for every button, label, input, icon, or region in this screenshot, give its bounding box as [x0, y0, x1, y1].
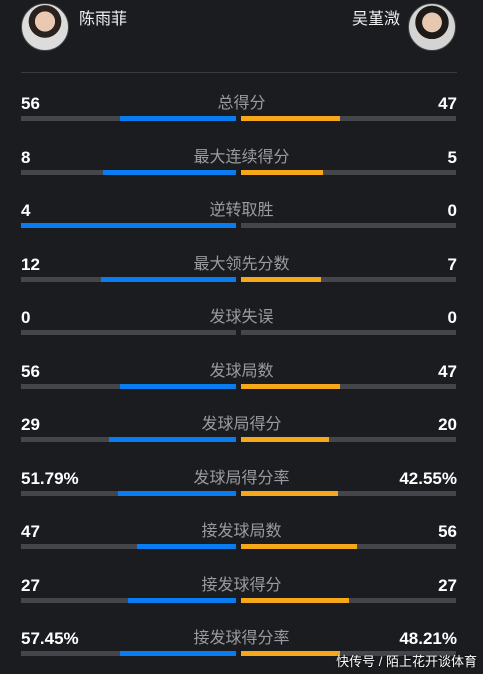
player-right-avatar[interactable]	[408, 3, 456, 51]
stat-left-value: 8	[21, 147, 31, 167]
stat-row: 接发球得分率 57.45% 48.21%	[0, 629, 483, 669]
stat-left-value: 0	[21, 308, 31, 327]
stat-left-bar-fill	[118, 490, 236, 496]
stat-left-bar	[21, 223, 236, 228]
stat-left-bar-fill	[103, 169, 236, 175]
stat-right-bar	[241, 544, 456, 549]
stat-label: 最大连续得分	[193, 148, 290, 166]
stat-left-value: 27	[21, 575, 40, 595]
stat-right-bar	[241, 223, 456, 228]
stat-label: 发球局数	[209, 362, 274, 380]
stat-label: 发球局得分	[201, 416, 282, 433]
stat-label: 发球失误	[209, 309, 274, 326]
stat-right-bar	[241, 490, 456, 496]
stat-left-bar	[21, 330, 236, 335]
stat-right-bar	[241, 330, 456, 335]
stat-label: 发球局得分率	[193, 469, 290, 487]
stat-row: 发球局数 56 47	[0, 362, 483, 402]
stat-left-bar-fill	[137, 544, 236, 549]
stat-left-bar	[21, 490, 236, 496]
stat-right-value: 0	[447, 308, 457, 327]
stat-right-value: 7	[447, 254, 457, 274]
stat-right-bar-fill	[241, 383, 340, 389]
stat-left-bar-fill	[120, 383, 236, 389]
stat-right-bar-fill	[241, 169, 323, 175]
stat-right-value: 48.21%	[399, 629, 457, 648]
stat-left-bar-fill	[120, 116, 236, 121]
stat-left-bar	[21, 437, 236, 442]
stat-left-value: 29	[21, 415, 40, 434]
stat-left-bar	[21, 597, 236, 603]
stat-right-value: 27	[438, 575, 457, 595]
stat-left-bar-fill	[101, 276, 236, 282]
stat-row: 最大领先分数 12 7	[0, 255, 483, 295]
stat-right-bar	[241, 383, 456, 389]
stat-right-bar	[241, 437, 456, 442]
stat-left-bar	[21, 383, 236, 389]
player-right-name[interactable]: 吴堇溦	[351, 11, 400, 28]
stat-right-value: 42.55%	[399, 468, 457, 488]
stat-right-bar-fill	[241, 276, 321, 282]
stat-row: 最大连续得分 8 5	[0, 148, 483, 188]
stat-right-bar	[241, 597, 456, 603]
stat-left-bar-fill	[109, 437, 236, 442]
stat-left-bar-fill	[21, 223, 236, 228]
stat-row: 总得分 56 47	[0, 94, 483, 134]
stat-left-value: 12	[21, 254, 40, 274]
stat-left-bar	[21, 116, 236, 121]
stat-left-value: 56	[21, 94, 40, 113]
stat-left-value: 47	[21, 522, 40, 541]
stat-label: 总得分	[217, 95, 266, 112]
stat-label: 接发球局数	[201, 523, 282, 540]
stat-right-bar-fill	[241, 597, 349, 603]
stat-right-value: 0	[447, 201, 457, 220]
stat-left-bar-fill	[120, 651, 236, 656]
stat-left-value: 56	[21, 361, 40, 381]
stat-right-value: 47	[438, 94, 457, 113]
stat-right-bar-fill	[241, 544, 357, 549]
stat-label: 最大领先分数	[193, 255, 290, 273]
stat-right-bar	[241, 116, 456, 121]
stat-left-value: 4	[21, 201, 31, 220]
stat-left-value: 57.45%	[21, 629, 79, 648]
stat-right-bar-fill	[241, 490, 338, 496]
stat-right-bar-fill	[241, 437, 329, 442]
stat-right-value: 47	[438, 361, 457, 381]
stat-right-value: 20	[438, 415, 457, 434]
stat-right-bar	[241, 169, 456, 175]
stat-right-bar-fill	[241, 116, 340, 121]
stat-left-bar	[21, 651, 236, 656]
stat-right-value: 56	[438, 522, 457, 541]
stat-left-value: 51.79%	[21, 468, 79, 488]
header-divider	[21, 72, 457, 73]
stat-row: 接发球得分 27 27	[0, 576, 483, 616]
stat-row: 发球局得分率 51.79% 42.55%	[0, 469, 483, 509]
stat-label: 接发球得分率	[193, 630, 290, 647]
stat-right-bar-fill	[241, 651, 340, 656]
stat-right-bar	[241, 651, 456, 656]
stat-row: 接发球局数 47 56	[0, 522, 483, 562]
stat-right-value: 5	[447, 147, 457, 167]
stat-left-bar-fill	[128, 597, 236, 603]
stat-row: 逆转取胜 4 0	[0, 201, 483, 241]
watermark: 快传号 / 陌上花开谈体育	[336, 654, 477, 669]
stat-row: 发球失误 0 0	[0, 308, 483, 348]
player-left-avatar[interactable]	[21, 3, 69, 51]
stat-row: 发球局得分 29 20	[0, 415, 483, 455]
stat-right-bar	[241, 276, 456, 282]
stat-label: 逆转取胜	[209, 202, 274, 219]
stat-left-bar	[21, 276, 236, 282]
player-header: 陈雨菲 吴堇溦	[0, 0, 483, 60]
stat-label: 接发球得分	[201, 576, 282, 594]
stat-left-bar	[21, 169, 236, 175]
stat-left-bar	[21, 544, 236, 549]
player-left-name[interactable]: 陈雨菲	[79, 11, 128, 28]
